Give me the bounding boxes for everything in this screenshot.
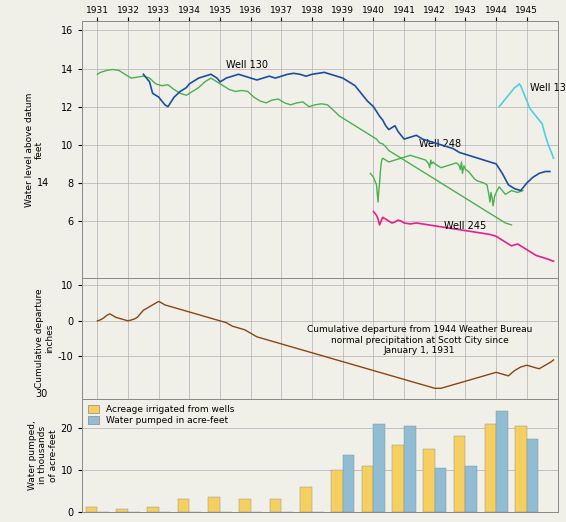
Bar: [465, 466, 477, 512]
Bar: [527, 438, 538, 512]
Bar: [117, 509, 128, 512]
Bar: [331, 470, 343, 512]
Bar: [270, 499, 281, 512]
Bar: [147, 506, 158, 512]
Bar: [454, 436, 465, 512]
Bar: [515, 426, 527, 512]
Bar: [178, 499, 190, 512]
Text: 30: 30: [36, 389, 48, 399]
Bar: [374, 424, 385, 512]
Bar: [435, 468, 447, 512]
Text: Cumulative departure from 1944 Weather Bureau
normal precipitation at Scott City: Cumulative departure from 1944 Weather B…: [307, 326, 532, 355]
Bar: [392, 445, 404, 512]
Bar: [208, 497, 220, 512]
Bar: [484, 424, 496, 512]
Text: Well 130: Well 130: [226, 61, 268, 70]
Bar: [239, 499, 251, 512]
Bar: [423, 449, 435, 512]
Text: 14: 14: [37, 178, 49, 188]
Bar: [404, 426, 416, 512]
Y-axis label: Cumulative departure
inches: Cumulative departure inches: [35, 289, 54, 388]
Bar: [343, 455, 354, 512]
Y-axis label: Water pumped,
in thousands
of acre-feet: Water pumped, in thousands of acre-feet: [28, 420, 58, 490]
Legend: Acreage irrigated from wells, Water pumped in acre-feet: Acreage irrigated from wells, Water pump…: [87, 404, 237, 427]
Y-axis label: Water level above datum
feet: Water level above datum feet: [24, 92, 44, 207]
Bar: [301, 487, 312, 512]
Bar: [496, 411, 508, 512]
Text: Well 248: Well 248: [419, 139, 462, 149]
Text: Well 245: Well 245: [444, 221, 486, 231]
Text: Well 131: Well 131: [530, 82, 566, 92]
Bar: [86, 507, 97, 512]
Bar: [362, 466, 374, 512]
